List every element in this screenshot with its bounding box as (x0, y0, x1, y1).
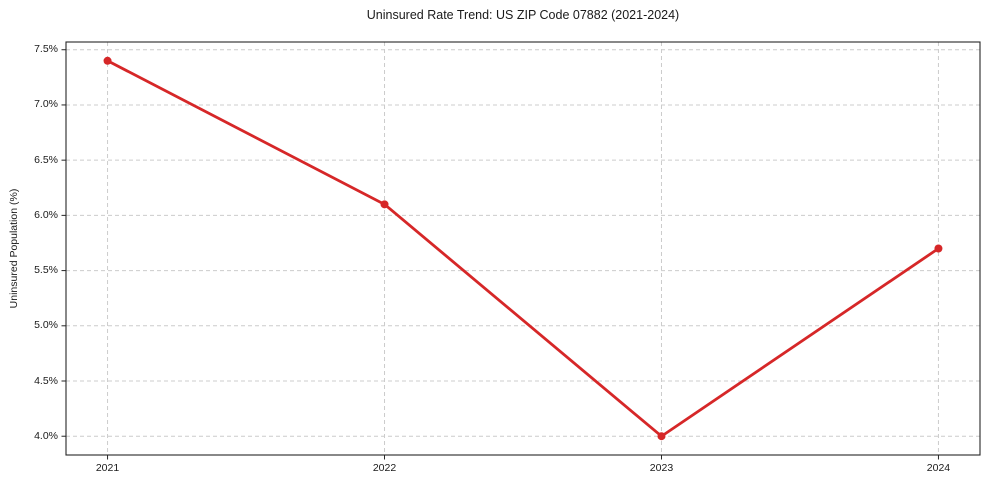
y-tick-label: 4.0% (34, 429, 58, 442)
data-point (380, 200, 389, 209)
x-tick-label: 2024 (926, 462, 951, 474)
x-tick-label: 2021 (95, 462, 120, 474)
y-tick-label: 4.5% (34, 374, 58, 387)
y-tick-label: 6.5% (34, 153, 58, 166)
plot-border (65, 41, 981, 456)
chart-title: Uninsured Rate Trend: US ZIP Code 07882 … (366, 8, 680, 22)
y-tick-label: 5.5% (34, 264, 58, 277)
y-tick-label: 6.0% (34, 208, 58, 221)
gridlines (66, 42, 980, 455)
x-tick-label: 2022 (372, 462, 397, 474)
y-tick-label: 5.0% (34, 319, 58, 332)
data-point (934, 244, 943, 253)
y-tick-label: 7.0% (34, 98, 58, 111)
x-tick-label: 2023 (649, 462, 674, 474)
data-points (103, 56, 943, 441)
y-tick-label: 7.5% (34, 43, 58, 56)
data-point (657, 432, 666, 441)
axis-tick-marks (61, 49, 939, 460)
trend-line-path (106, 59, 940, 438)
trend-line (106, 59, 940, 438)
data-point (103, 56, 112, 65)
